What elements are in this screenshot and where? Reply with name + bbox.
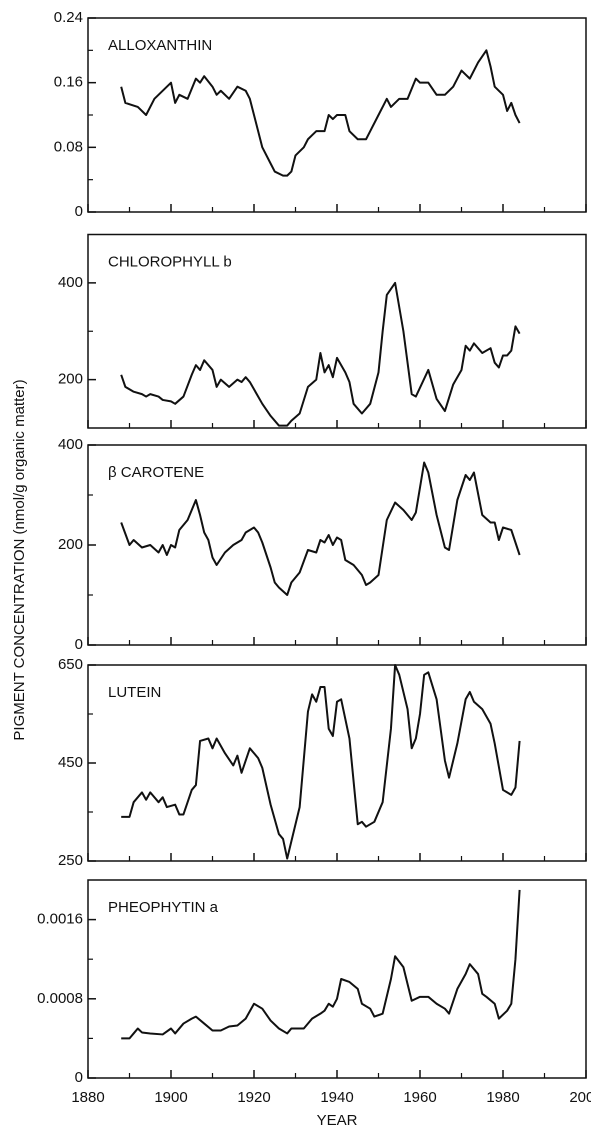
x-tick-label: 1980 (486, 1089, 519, 1106)
y-tick-label: 0 (75, 636, 83, 653)
y-tick-label: 0.0008 (37, 990, 83, 1007)
y-tick-label: 400 (58, 436, 83, 453)
data-line (120, 461, 521, 596)
plot-frame (87, 664, 587, 862)
y-tick-label: 0 (75, 203, 83, 220)
x-axis-label: YEAR (317, 1112, 358, 1129)
y-tick-label: 0.24 (54, 9, 83, 26)
data-line (121, 664, 521, 860)
panel-title: LUTEIN (108, 684, 161, 701)
x-tick-label: 1940 (320, 1089, 353, 1106)
y-tick-label: 0.0016 (37, 911, 83, 928)
data-line (120, 49, 521, 177)
y-tick-label: 450 (58, 754, 83, 771)
y-tick-label: 0.08 (54, 138, 83, 155)
x-tick-label: 1920 (237, 1089, 270, 1106)
data-line (120, 281, 521, 427)
x-tick-label: 1880 (71, 1089, 104, 1106)
y-axis-label: PIGMENT CONCENTRATION (nmol/g organic ma… (11, 379, 28, 740)
data-line (121, 889, 521, 1040)
y-tick-label: 0 (75, 1069, 83, 1086)
y-tick-label: 200 (58, 371, 83, 388)
panel-title: ALLOXANTHIN (108, 37, 212, 54)
panel-title: β CAROTENE (108, 464, 204, 481)
y-tick-label: 650 (58, 656, 83, 673)
y-tick-label: 0.16 (54, 74, 83, 91)
panel-title: PHEOPHYTIN a (108, 899, 219, 916)
y-tick-label: 250 (58, 852, 83, 869)
x-tick-label: 2000 (569, 1089, 591, 1106)
y-tick-label: 400 (58, 274, 83, 291)
x-tick-label: 1960 (403, 1089, 436, 1106)
x-tick-label: 1900 (154, 1089, 187, 1106)
y-tick-label: 200 (58, 536, 83, 553)
panel-title: CHLOROPHYLL b (108, 253, 232, 270)
